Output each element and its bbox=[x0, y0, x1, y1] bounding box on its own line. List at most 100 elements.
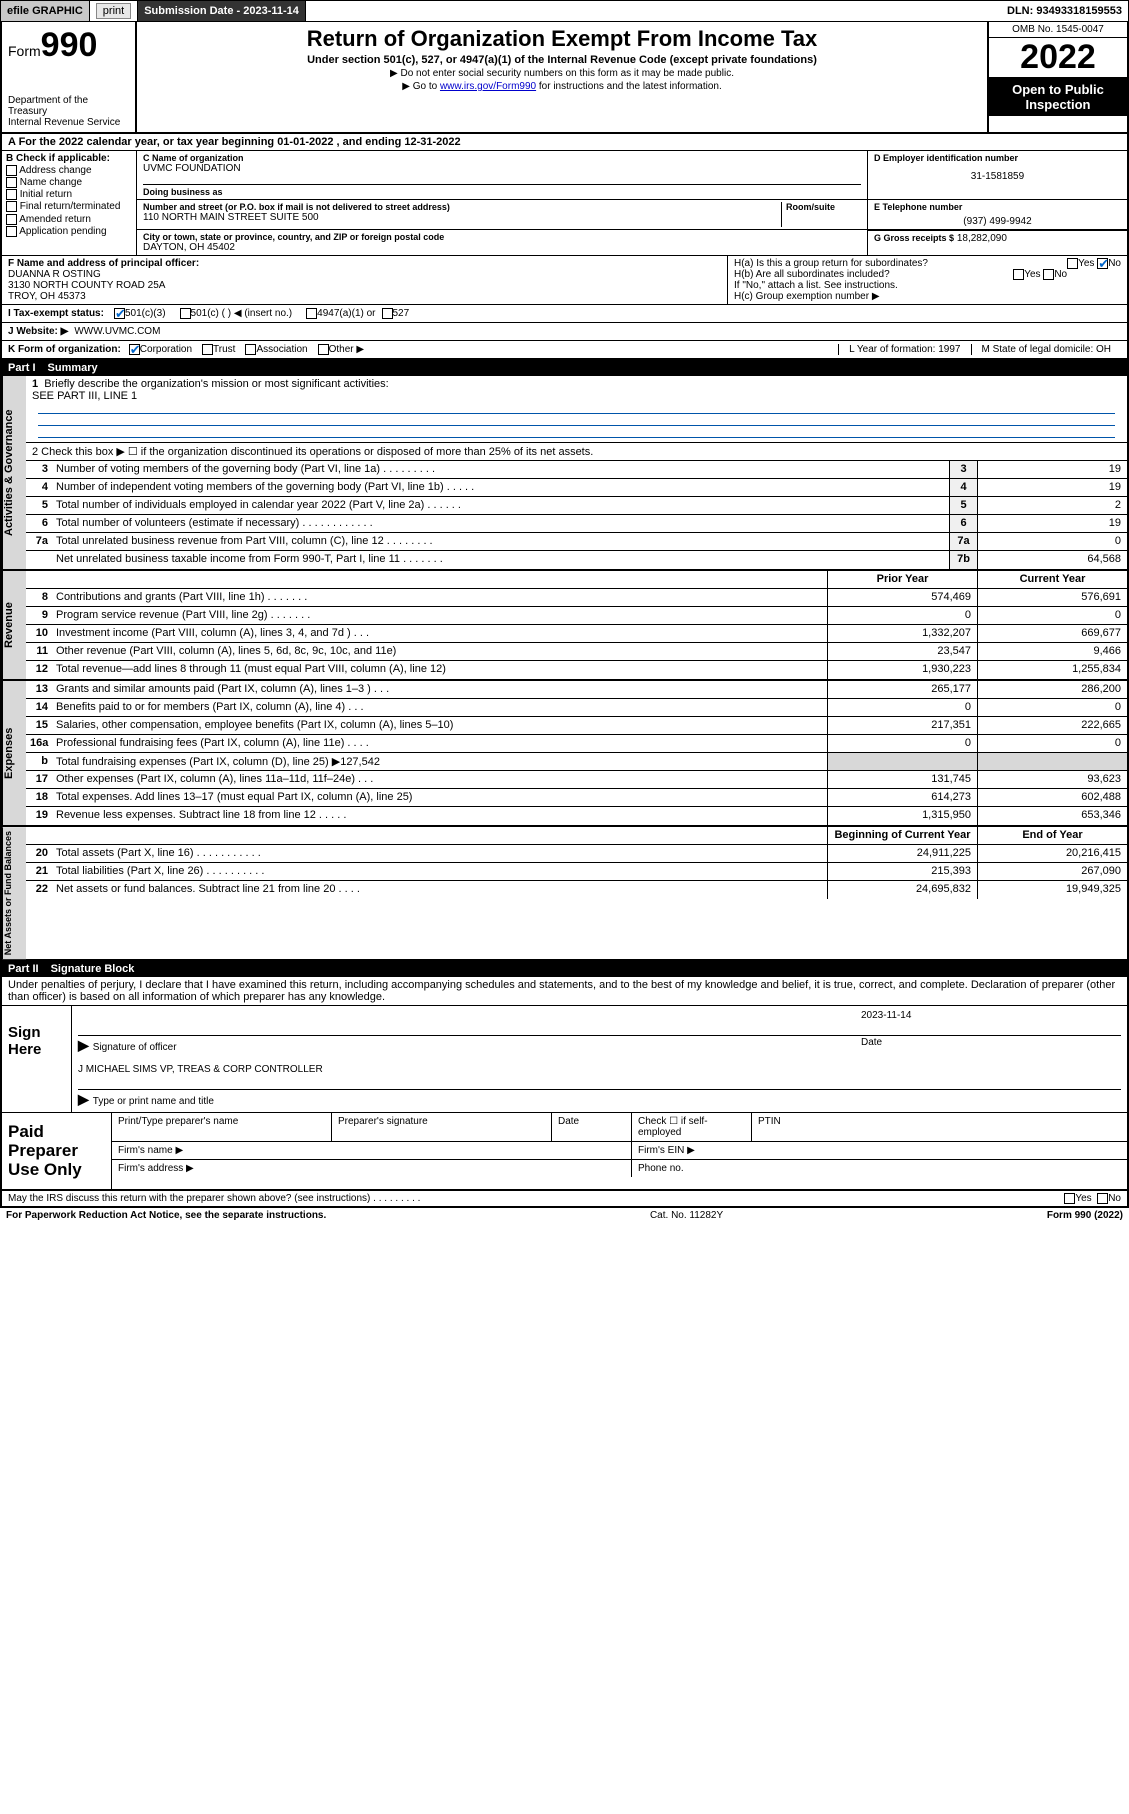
hb-label: H(b) Are all subordinates included? bbox=[734, 269, 890, 280]
sign-here-block: Sign Here 2023-11-14 ▶Signature of offic… bbox=[2, 1006, 1127, 1113]
discuss-yes[interactable] bbox=[1064, 1193, 1075, 1204]
chk-app-pending[interactable]: Application pending bbox=[6, 226, 132, 237]
col-c-to-g: C Name of organization UVMC FOUNDATION D… bbox=[137, 151, 1127, 255]
row-box: 7b bbox=[949, 551, 977, 569]
row-num: 6 bbox=[26, 515, 52, 532]
row-desc: Total number of individuals employed in … bbox=[52, 497, 949, 514]
firm-ein-label: Firm's EIN ▶ bbox=[632, 1142, 1127, 1159]
data-row: 16aProfessional fundraising fees (Part I… bbox=[26, 735, 1127, 753]
chk-amended-return[interactable]: Amended return bbox=[6, 214, 132, 225]
hb-no[interactable] bbox=[1043, 269, 1054, 280]
row-num: 18 bbox=[26, 789, 52, 806]
form990-link[interactable]: www.irs.gov/Form990 bbox=[440, 81, 536, 92]
prior-year-value: 131,745 bbox=[827, 771, 977, 788]
form-990-num: 990 bbox=[41, 26, 98, 64]
row-num: 3 bbox=[26, 461, 52, 478]
current-year-value: 0 bbox=[977, 735, 1127, 752]
org-name-value: UVMC FOUNDATION bbox=[143, 163, 861, 174]
form-prefix: Form bbox=[8, 43, 41, 59]
data-row: 17Other expenses (Part IX, column (A), l… bbox=[26, 771, 1127, 789]
row-num: 5 bbox=[26, 497, 52, 514]
discuss-row: May the IRS discuss this return with the… bbox=[2, 1191, 1127, 1206]
row-num: 22 bbox=[26, 881, 52, 899]
org-name-cell: C Name of organization UVMC FOUNDATION D… bbox=[137, 151, 867, 199]
ein-label: D Employer identification number bbox=[874, 153, 1121, 163]
gross-receipts-cell: G Gross receipts $ 18,282,090 bbox=[867, 230, 1127, 255]
paid-label: Paid Preparer Use Only bbox=[2, 1113, 112, 1189]
typed-name-label: Type or print name and title bbox=[93, 1096, 214, 1107]
current-year-value: 267,090 bbox=[977, 863, 1127, 880]
current-year-value: 93,623 bbox=[977, 771, 1127, 788]
phone-cell: E Telephone number (937) 499-9942 bbox=[867, 200, 1127, 229]
chk-corp[interactable] bbox=[129, 344, 140, 355]
row-value: 64,568 bbox=[977, 551, 1127, 569]
data-row: 9Program service revenue (Part VIII, lin… bbox=[26, 607, 1127, 625]
briefly-value: SEE PART III, LINE 1 bbox=[32, 390, 137, 402]
data-row: 22Net assets or fund balances. Subtract … bbox=[26, 881, 1127, 899]
row-desc: Other revenue (Part VIII, column (A), li… bbox=[52, 643, 827, 660]
ha-yes[interactable] bbox=[1067, 258, 1078, 269]
chk-assoc[interactable] bbox=[245, 344, 256, 355]
opt-assoc: Association bbox=[256, 344, 307, 355]
data-row: 12Total revenue—add lines 8 through 11 (… bbox=[26, 661, 1127, 679]
current-year-value: 669,677 bbox=[977, 625, 1127, 642]
preparer-date-label: Date bbox=[552, 1113, 632, 1141]
gov-row: Net unrelated business taxable income fr… bbox=[26, 551, 1127, 569]
link-note: ▶ Go to www.irs.gov/Form990 for instruct… bbox=[145, 81, 979, 92]
row-desc: Net unrelated business taxable income fr… bbox=[52, 551, 949, 569]
opt-4947: 4947(a)(1) or bbox=[317, 308, 375, 319]
chk-final-return[interactable]: Final return/terminated bbox=[6, 201, 132, 212]
paid-preparer-block: Paid Preparer Use Only Print/Type prepar… bbox=[2, 1113, 1127, 1191]
form-footer: Form 990 (2022) bbox=[1047, 1210, 1123, 1221]
submission-date: Submission Date - 2023-11-14 bbox=[138, 1, 306, 21]
address-label: Number and street (or P.O. box if mail i… bbox=[143, 202, 781, 212]
officer-addr2: TROY, OH 45373 bbox=[8, 291, 721, 302]
chk-527[interactable] bbox=[382, 308, 393, 319]
section-expenses: Expenses 13Grants and similar amounts pa… bbox=[2, 681, 1127, 827]
row-desc: Number of voting members of the governin… bbox=[52, 461, 949, 478]
chk-other[interactable] bbox=[318, 344, 329, 355]
ha-label: H(a) Is this a group return for subordin… bbox=[734, 258, 928, 269]
row-value: 0 bbox=[977, 533, 1127, 550]
arrow-icon: ▶ bbox=[78, 1037, 89, 1053]
row-num bbox=[26, 551, 52, 569]
data-row: 20Total assets (Part X, line 16) . . . .… bbox=[26, 845, 1127, 863]
gov-row: 5Total number of individuals employed in… bbox=[26, 497, 1127, 515]
firm-phone-label: Phone no. bbox=[632, 1160, 1127, 1177]
prior-year-value: 24,911,225 bbox=[827, 845, 977, 862]
row-num: 21 bbox=[26, 863, 52, 880]
vlabel-governance: Activities & Governance bbox=[2, 376, 26, 569]
chk-initial-return[interactable]: Initial return bbox=[6, 189, 132, 200]
row-num: b bbox=[26, 753, 52, 770]
chk-501c[interactable] bbox=[180, 308, 191, 319]
row-box: 3 bbox=[949, 461, 977, 478]
chk-address-change[interactable]: Address change bbox=[6, 165, 132, 176]
line1-num: 1 bbox=[32, 378, 38, 390]
print-button[interactable]: print bbox=[96, 3, 131, 19]
row-num: 7a bbox=[26, 533, 52, 550]
form-title: Return of Organization Exempt From Incom… bbox=[145, 26, 979, 52]
end-year-hdr: End of Year bbox=[977, 827, 1127, 844]
data-row: 13Grants and similar amounts paid (Part … bbox=[26, 681, 1127, 699]
ein-cell: D Employer identification number 31-1581… bbox=[867, 151, 1127, 199]
chk-name-change[interactable]: Name change bbox=[6, 177, 132, 188]
chk-trust[interactable] bbox=[202, 344, 213, 355]
discuss-no[interactable] bbox=[1097, 1193, 1108, 1204]
prior-year-value: 614,273 bbox=[827, 789, 977, 806]
pycy-header: Prior Year Current Year bbox=[26, 571, 1127, 589]
data-row: bTotal fundraising expenses (Part IX, co… bbox=[26, 753, 1127, 771]
briefly-row: 1 Briefly describe the organization's mi… bbox=[26, 376, 1127, 443]
form-subtitle: Under section 501(c), 527, or 4947(a)(1)… bbox=[145, 54, 979, 66]
header-right: OMB No. 1545-0047 2022 Open to Public In… bbox=[987, 22, 1127, 132]
chk-4947[interactable] bbox=[306, 308, 317, 319]
ha-no[interactable] bbox=[1097, 258, 1108, 269]
officer-name: DUANNA R OSTING bbox=[8, 269, 721, 280]
sign-body: 2023-11-14 ▶Signature of officer Date J … bbox=[72, 1006, 1127, 1112]
form-number: Form990 bbox=[8, 26, 129, 65]
hb-yes[interactable] bbox=[1013, 269, 1024, 280]
chk-501c3[interactable] bbox=[114, 308, 125, 319]
year-formation: L Year of formation: 1997 bbox=[838, 344, 970, 355]
row-box: 5 bbox=[949, 497, 977, 514]
part2-header: Part II Signature Block bbox=[2, 961, 1127, 977]
form-header: Form990 Department of the Treasury Inter… bbox=[2, 22, 1127, 134]
